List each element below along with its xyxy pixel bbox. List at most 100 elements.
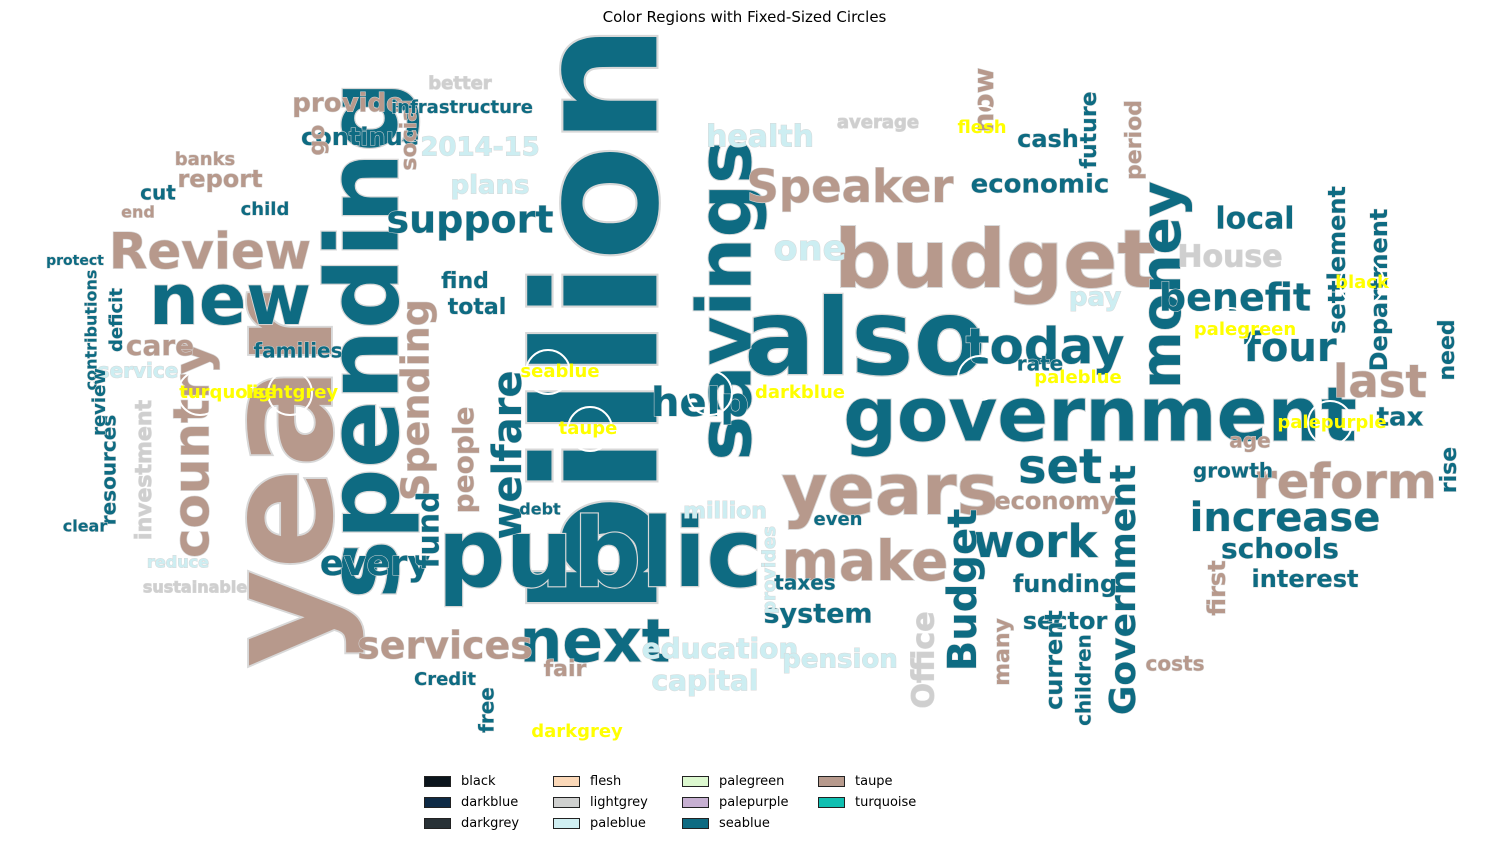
word-investment: investment [132, 399, 157, 540]
region-circle [1339, 260, 1385, 306]
legend-label: seablue [719, 815, 770, 831]
region-circle [1207, 307, 1253, 353]
word-rise: rise [1437, 447, 1462, 493]
word-services: services [357, 624, 533, 668]
word-also: also [744, 277, 985, 399]
word-government: Government [1103, 465, 1144, 715]
legend-label: flesh [590, 773, 622, 789]
legend-item-paleblue: paleblue [553, 813, 646, 833]
region-label-taupe: taupe [559, 418, 618, 439]
word-work: work [973, 515, 1099, 568]
word-today: today [966, 318, 1125, 376]
word-first: first [1203, 560, 1231, 615]
legend-label: lightgrey [590, 794, 648, 810]
word-public: public [437, 499, 762, 609]
word-period: period [1122, 100, 1147, 180]
word-pension: pension [782, 645, 898, 675]
word-costs: costs [1146, 652, 1205, 676]
word-infrastructure: infrastructure [391, 97, 533, 118]
region-label-turquoise: turquoise [179, 382, 276, 403]
word-funding: funding [1013, 570, 1117, 598]
word-rate: rate [1017, 352, 1063, 376]
legend-item-flesh: flesh [553, 771, 621, 791]
legend-label: darkgrey [461, 815, 520, 831]
legend-item-darkblue: darkblue [424, 792, 518, 812]
region-label-darkgrey: darkgrey [531, 721, 623, 742]
word-speaker: Speaker [747, 160, 955, 213]
legend-swatch [818, 796, 845, 808]
word-people: people [447, 407, 480, 514]
word-deficit: deficit [106, 288, 127, 352]
region-circle [522, 709, 568, 755]
legend-label: turquoise [855, 794, 917, 810]
legend-label: black [461, 773, 496, 789]
legend-swatch [553, 817, 580, 829]
word-next: next [520, 607, 671, 677]
word-sector: sector [1023, 607, 1108, 635]
legend-swatch [818, 775, 845, 787]
word-benefit: benefit [1159, 276, 1311, 320]
word-free: free [475, 687, 499, 733]
word-year: year [193, 293, 367, 668]
legend-swatch [424, 817, 451, 829]
legend-swatch [682, 796, 709, 808]
legend-swatch [682, 775, 709, 787]
legend-swatch [424, 796, 451, 808]
word-settlement: settlement [1323, 186, 1351, 334]
region-circle [267, 370, 313, 416]
word-government: government [843, 371, 1357, 459]
word-interest: interest [1252, 565, 1359, 593]
word-contributions: contributions [82, 270, 101, 391]
word-one: one [774, 229, 847, 269]
region-circle [177, 370, 223, 416]
region-circle [1307, 400, 1353, 446]
word-help: help [651, 380, 749, 426]
region-label-flesh: flesh [957, 117, 1006, 138]
word-2014-15: 2014-15 [420, 133, 539, 163]
word-increase: increase [1190, 495, 1381, 541]
region-circles [177, 105, 1385, 755]
legend-label: darkblue [461, 794, 519, 810]
region-circle [959, 105, 1005, 151]
word-department: Department [1365, 209, 1393, 372]
word-system: system [763, 599, 872, 630]
legend-label: taupe [855, 773, 893, 789]
word-every: every [320, 544, 431, 584]
legend-item-seablue: seablue [682, 813, 770, 833]
word-report: report [177, 165, 262, 193]
region-label-palepurple: palepurple [1277, 412, 1386, 433]
word-find: find [441, 269, 489, 294]
word-fund: fund [412, 491, 447, 568]
word-plans: plans [450, 171, 529, 201]
region-label-seablue: seablue [520, 361, 599, 382]
region-label-black: black [1335, 272, 1390, 293]
legend-swatch [553, 775, 580, 787]
word-social: social [397, 99, 422, 170]
word-four: four [1243, 325, 1336, 371]
word-spending: spending [304, 81, 421, 600]
word-total: total [448, 295, 507, 320]
word-local: local [1215, 202, 1294, 237]
word-even: even [814, 509, 863, 530]
legend: black darkblue darkgrey flesh lightgrey paleb… [424, 771, 1104, 837]
word-clear: clear [63, 517, 108, 536]
region-labels-layer: flesh black palegreen seablue paleblue turquo… [179, 117, 1390, 742]
word-families: families [253, 339, 342, 363]
word-set: set [1018, 439, 1102, 495]
word-end: end [121, 203, 155, 222]
word-debt: debt [519, 500, 561, 519]
word-average: average [837, 112, 919, 133]
word-health: health [706, 120, 814, 155]
word-review: review [89, 368, 110, 436]
word-tax: tax [1377, 403, 1424, 433]
region-label-darkblue: darkblue [755, 382, 845, 403]
word-service: service [98, 359, 179, 383]
word-protect: protect [46, 253, 104, 269]
word-current: current [1040, 610, 1068, 710]
word-sustainable: sustainable [143, 578, 247, 597]
word-provide: provide [292, 89, 403, 119]
word-make: make [782, 529, 949, 593]
word-care: care [126, 329, 194, 362]
